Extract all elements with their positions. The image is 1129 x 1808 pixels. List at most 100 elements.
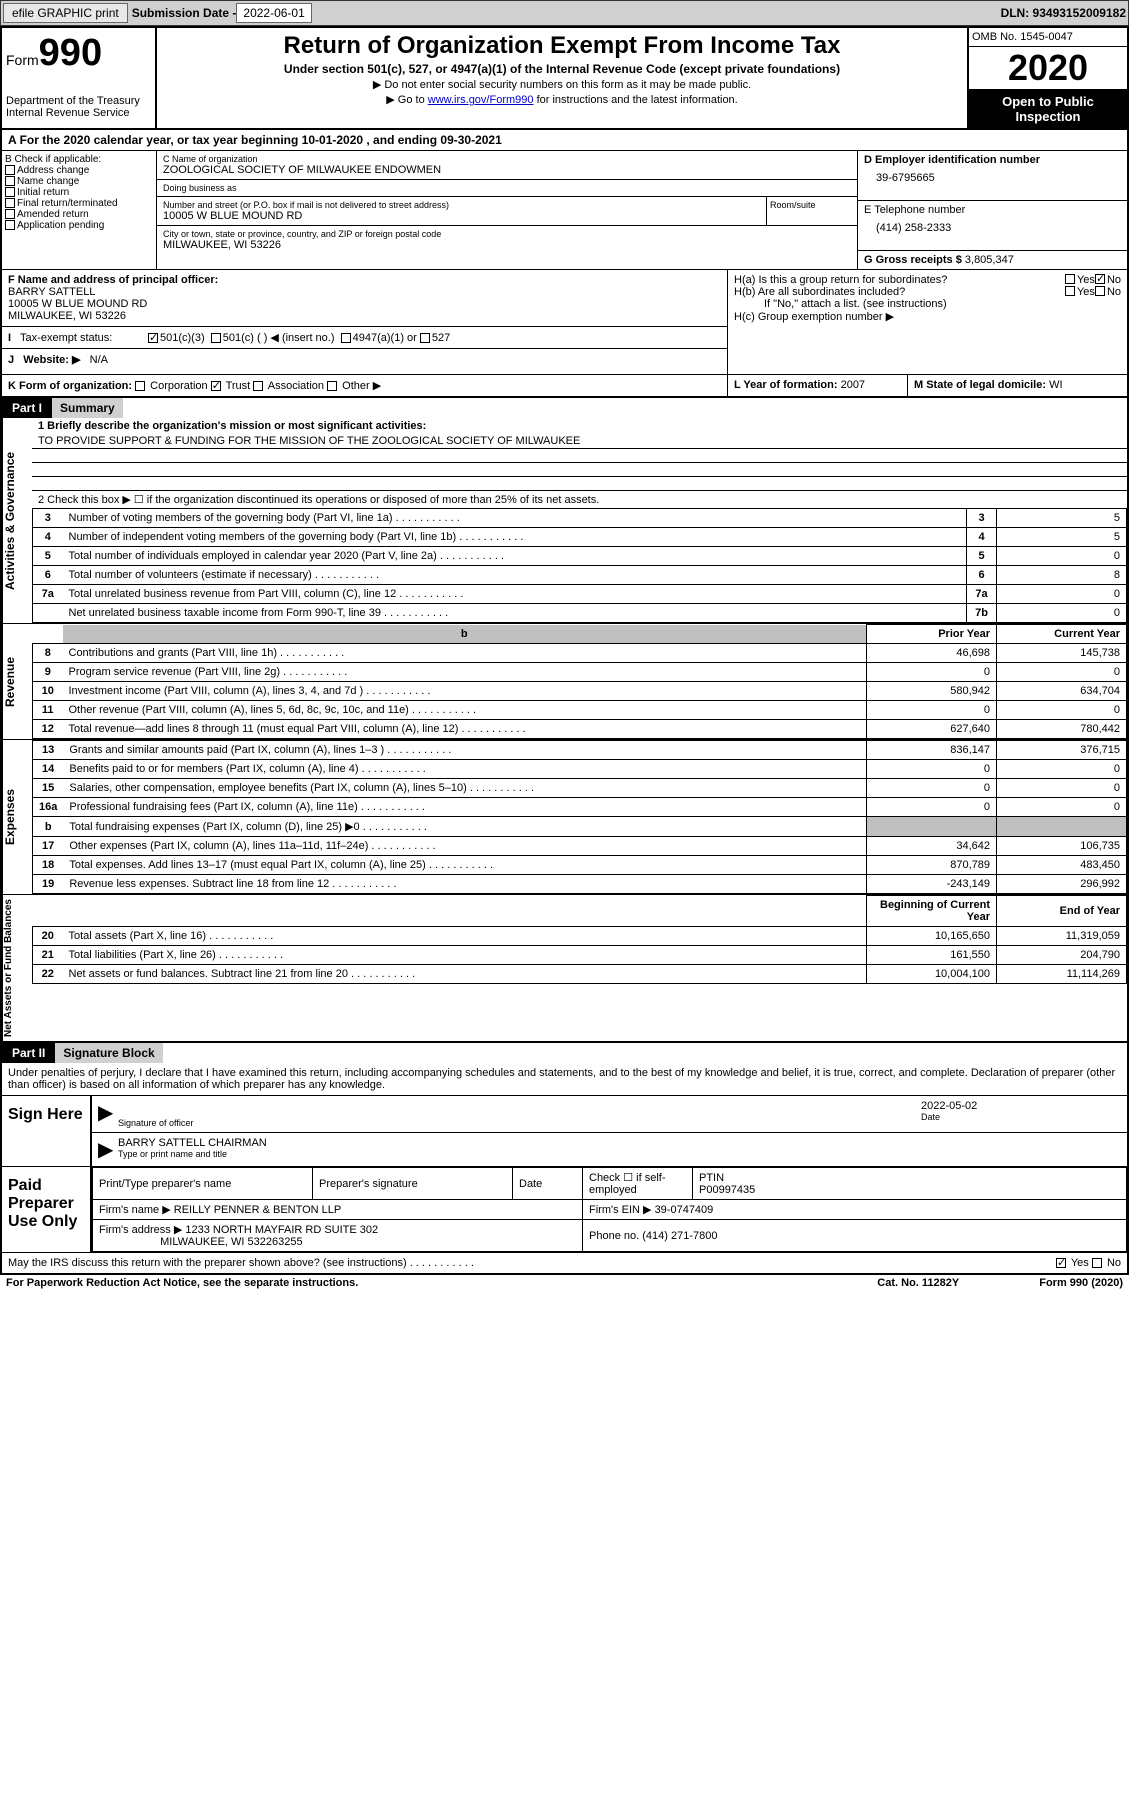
header-left: Form990 Department of the TreasuryIntern… [2, 28, 157, 128]
phone: (414) 258-2333 [864, 216, 1121, 234]
side-net: Net Assets or Fund Balances [2, 895, 32, 1041]
net-table: Beginning of Current YearEnd of Year20To… [32, 895, 1127, 984]
efile-btn[interactable]: efile GRAPHIC print [3, 3, 128, 23]
website: N/A [90, 354, 108, 366]
footer-right: Form 990 (2020) [1039, 1277, 1123, 1289]
chk-initial[interactable] [5, 187, 15, 197]
omb: OMB No. 1545-0047 [969, 28, 1127, 47]
box-d-e-g: D Employer identification number 39-6795… [857, 151, 1127, 269]
org-name: ZOOLOGICAL SOCIETY OF MILWAUKEE ENDOWMEN [163, 164, 851, 176]
hb-note: If "No," attach a list. (see instruction… [734, 298, 1121, 310]
dept: Department of the TreasuryInternal Reven… [6, 95, 151, 119]
part2-tag: Part II [2, 1043, 55, 1063]
header-right: OMB No. 1545-0047 2020 Open to Public In… [967, 28, 1127, 128]
chk-corp[interactable] [135, 381, 145, 391]
hb-label: H(b) Are all subordinates included? [734, 286, 1065, 298]
addr-label: Number and street (or P.O. box if mail i… [163, 200, 760, 210]
q1: 1 Briefly describe the organization's mi… [32, 418, 1127, 434]
gross: 3,805,347 [965, 254, 1014, 266]
officer-addr1: 10005 W BLUE MOUND RD [8, 298, 721, 310]
tax-period: A For the 2020 calendar year, or tax yea… [2, 130, 1127, 151]
chk-4947[interactable] [341, 333, 351, 343]
prep-ptin: PTINP00997435 [693, 1168, 1127, 1200]
prep-selfemp: Check ☐ if self-employed [583, 1168, 693, 1200]
perjury: Under penalties of perjury, I declare th… [2, 1063, 1127, 1095]
mission-blank3 [32, 477, 1127, 491]
chk-address-change[interactable] [5, 165, 15, 175]
form-num: 990 [39, 32, 102, 74]
chk-hb-yes[interactable] [1065, 286, 1075, 296]
chk-ha-yes[interactable] [1065, 274, 1075, 284]
preparer-table: Print/Type preparer's name Preparer's si… [92, 1167, 1127, 1252]
side-governance: Activities & Governance [2, 418, 32, 623]
paid-preparer: Paid Preparer Use Only [2, 1167, 92, 1252]
part1-title: Summary [52, 398, 123, 418]
chk-amended[interactable] [5, 209, 15, 219]
officer-addr2: MILWAUKEE, WI 53226 [8, 310, 721, 322]
inspection: Open to Public Inspection [969, 90, 1127, 128]
side-expenses: Expenses [2, 740, 32, 894]
prep-sig-label: Preparer's signature [313, 1168, 513, 1200]
chk-ha-no[interactable] [1095, 274, 1105, 284]
discuss-q: May the IRS discuss this return with the… [8, 1257, 474, 1269]
rev-table: bPrior YearCurrent Year8Contributions an… [32, 624, 1127, 739]
chk-trust[interactable] [211, 381, 221, 391]
sig-name-label: Type or print name and title [118, 1149, 1121, 1159]
website-label: Website: ▶ [23, 354, 80, 366]
ein: 39-6795665 [864, 166, 1121, 184]
dln: DLN: 93493152009182 [1001, 6, 1126, 20]
part1-header: Part ISummary [2, 396, 1127, 418]
form-990: Form990 Department of the TreasuryIntern… [0, 26, 1129, 1275]
footer-left: For Paperwork Reduction Act Notice, see … [6, 1277, 358, 1289]
suite-label: Room/suite [770, 200, 854, 210]
sub-date-label: Submission Date - [132, 6, 237, 20]
chk-pending[interactable] [5, 220, 15, 230]
side-revenue: Revenue [2, 624, 32, 739]
note-ssn: ▶ Do not enter social security numbers o… [165, 78, 959, 91]
tax-status-label: Tax-exempt status: [20, 332, 112, 344]
mission-blank1 [32, 449, 1127, 463]
sig-name: BARRY SATTELL CHAIRMAN [118, 1137, 1121, 1149]
chk-name-change[interactable] [5, 176, 15, 186]
firm-ein: Firm's EIN ▶ 39-0747409 [583, 1200, 1127, 1220]
mission-blank2 [32, 463, 1127, 477]
chk-final[interactable] [5, 198, 15, 208]
part1-tag: Part I [2, 398, 52, 418]
mission: TO PROVIDE SUPPORT & FUNDING FOR THE MIS… [32, 434, 1127, 449]
sub-date: 2022-06-01 [236, 3, 311, 23]
prep-name-label: Print/Type preparer's name [93, 1168, 313, 1200]
chk-other[interactable] [327, 381, 337, 391]
gross-label: G Gross receipts $ [864, 254, 962, 266]
row-i-label: I [8, 332, 11, 344]
chk-assoc[interactable] [253, 381, 263, 391]
phone-label: E Telephone number [864, 204, 1121, 216]
irs-link[interactable]: www.irs.gov/Form990 [428, 94, 534, 106]
chk-501c[interactable] [211, 333, 221, 343]
chk-discuss-yes[interactable] [1056, 1258, 1066, 1268]
org-name-label: C Name of organization [163, 154, 851, 164]
box-b: B Check if applicable: Address change Na… [2, 151, 157, 269]
box-m: M State of legal domicile: WI [907, 375, 1127, 396]
box-h: H(a) Is this a group return for subordin… [727, 270, 1127, 374]
chk-hb-no[interactable] [1095, 286, 1105, 296]
form-title: Return of Organization Exempt From Incom… [165, 32, 959, 60]
chk-discuss-no[interactable] [1092, 1258, 1102, 1268]
chk-527[interactable] [420, 333, 430, 343]
form-subtitle: Under section 501(c), 527, or 4947(a)(1)… [165, 62, 959, 76]
dba-label: Doing business as [163, 183, 851, 193]
page-footer: For Paperwork Reduction Act Notice, see … [0, 1275, 1129, 1291]
city-label: City or town, state or province, country… [163, 229, 851, 239]
sign-here: Sign Here [2, 1096, 92, 1166]
officer-label: F Name and address of principal officer: [8, 274, 721, 286]
box-b-label: B Check if applicable: [5, 154, 153, 165]
chk-501c3[interactable] [148, 333, 158, 343]
hc-label: H(c) Group exemption number ▶ [734, 310, 1121, 323]
city: MILWAUKEE, WI 53226 [163, 239, 851, 251]
officer-name: BARRY SATTELL [8, 286, 721, 298]
discuss-row: May the IRS discuss this return with the… [2, 1252, 1127, 1273]
form-header: Form990 Department of the TreasuryIntern… [2, 28, 1127, 130]
firm-phone: Phone no. (414) 271-7800 [583, 1220, 1127, 1252]
sig-date: 2022-05-02 [921, 1100, 1121, 1112]
box-c: C Name of organization ZOOLOGICAL SOCIET… [157, 151, 857, 269]
toolbar: efile GRAPHIC print Submission Date - 20… [0, 0, 1129, 26]
